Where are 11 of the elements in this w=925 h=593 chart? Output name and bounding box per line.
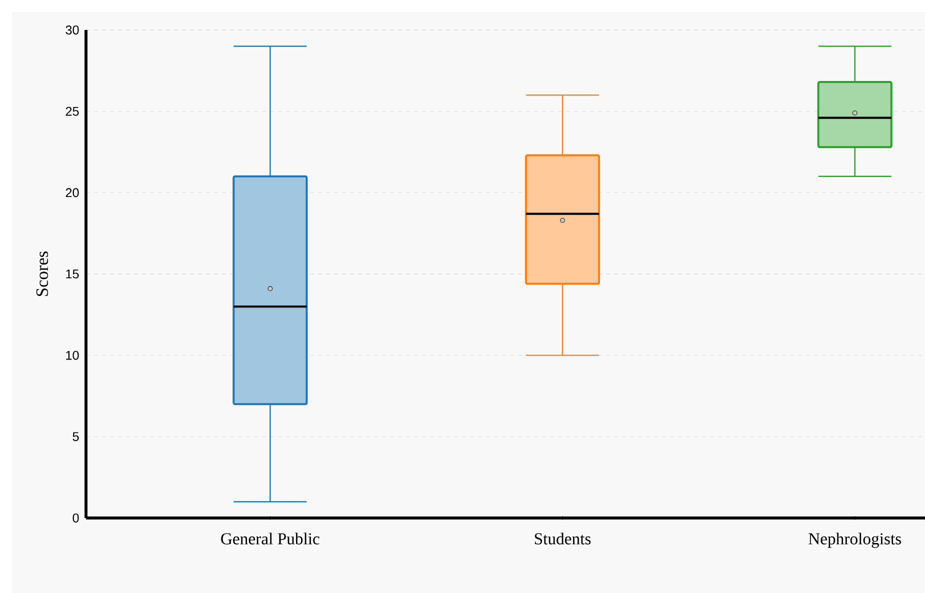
x-tick-label: General Public [221,532,320,544]
x-tick-label: Students [534,532,591,544]
y-tick-label: 10 [66,350,79,360]
x-tick-label: Nephrologists [808,532,901,548]
y-tick-label: 20 [66,188,79,198]
y-tick-label: 0 [72,514,79,522]
y-tick-label: 5 [72,432,79,442]
y-tick-label: 25 [66,106,79,116]
y-axis-title: Scores [36,252,48,296]
y-tick-label: 15 [66,270,79,278]
y-tick-label: 30 [66,26,79,34]
